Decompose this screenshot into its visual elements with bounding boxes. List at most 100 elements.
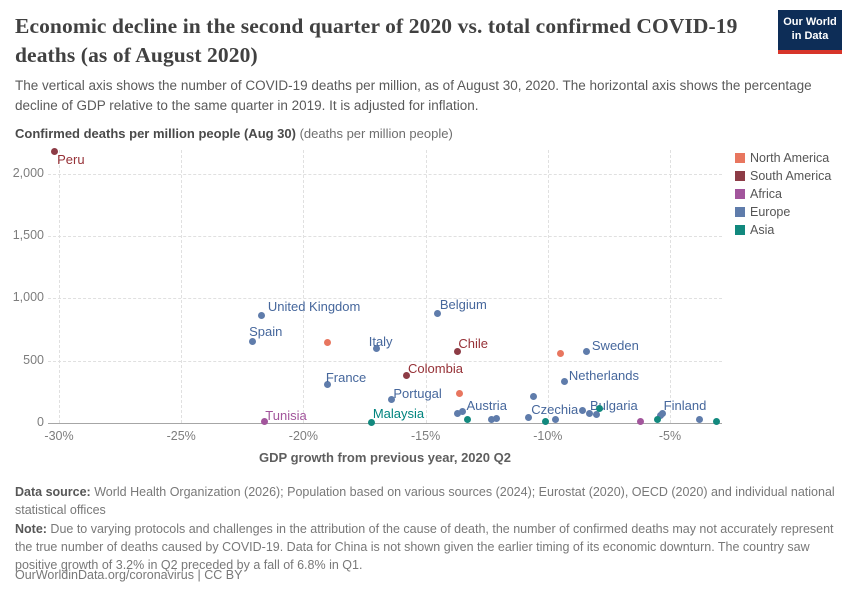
data-source-label: Data source: — [15, 485, 91, 499]
point-europe[interactable] — [656, 411, 664, 419]
point-europe[interactable] — [585, 409, 593, 417]
chart-note: Note: Due to varying protocols and chall… — [15, 520, 837, 574]
x-axis-title: GDP growth from previous year, 2020 Q2 — [259, 450, 511, 465]
owid-logo[interactable]: Our World in Data — [778, 10, 842, 54]
point-portugal[interactable] — [387, 396, 395, 404]
point-colombia[interactable] — [402, 371, 410, 379]
point-europe[interactable] — [453, 409, 461, 417]
legend: North America South America Africa Europe As… — [735, 151, 831, 237]
data-source-text: World Health Organization (2026); Popula… — [15, 485, 835, 518]
point-europe[interactable] — [551, 415, 559, 423]
point-asia[interactable] — [541, 417, 549, 425]
legend-label: Africa — [750, 187, 782, 201]
gridline-x--15 — [425, 150, 427, 423]
point-europe[interactable] — [593, 410, 601, 418]
gridline-y-500 — [48, 360, 722, 362]
y-tick-label-1500: 1,500 — [12, 228, 44, 243]
page-title: Economic decline in the second quarter o… — [15, 14, 738, 68]
legend-swatch-north-america — [735, 153, 745, 163]
x-tick-label--5: -5% — [658, 429, 682, 443]
gridline-x--20 — [303, 150, 305, 423]
point-africa[interactable] — [637, 417, 645, 425]
legend-item-asia[interactable]: Asia — [735, 223, 831, 237]
point-tunisia[interactable] — [260, 418, 268, 426]
country-label-czechia: Czechia — [531, 402, 579, 418]
point-north-america[interactable] — [556, 349, 564, 357]
point-czechia[interactable] — [524, 413, 532, 421]
gridline-y-1000 — [48, 298, 722, 300]
data-source: Data source: World Health Organization (… — [15, 483, 837, 519]
country-label-tunisia: Tunisia — [265, 407, 307, 423]
point-europe[interactable] — [695, 415, 703, 423]
logo-line-2: in Data — [791, 30, 829, 42]
legend-swatch-asia — [735, 225, 745, 235]
country-label-austria: Austria — [466, 398, 507, 414]
point-chile[interactable] — [453, 347, 461, 355]
point-bulgaria[interactable] — [578, 406, 586, 414]
gridline-x--10 — [547, 150, 549, 423]
point-italy[interactable] — [373, 344, 381, 352]
country-label-netherlands: Netherlands — [568, 367, 640, 383]
point-spain[interactable] — [248, 337, 256, 345]
x-tick-label--10: -10% — [533, 429, 563, 443]
y-tick-label-500: 500 — [23, 352, 44, 367]
gridline-x--25 — [181, 150, 183, 423]
country-label-chile: Chile — [458, 336, 488, 352]
country-label-france: France — [325, 370, 367, 385]
license-link[interactable]: OurWorldinData.org/coronavirus | CC BY — [15, 568, 243, 582]
country-label-united-kingdom: United Kingdom — [267, 299, 361, 315]
point-belgium[interactable] — [434, 310, 442, 318]
note-label: Note: — [15, 522, 47, 536]
legend-label: North America — [750, 151, 830, 165]
y-tick-label-2000: 2,000 — [12, 165, 44, 180]
point-north-america[interactable] — [324, 338, 332, 346]
point-sweden[interactable] — [583, 348, 591, 356]
country-label-spain: Spain — [249, 324, 283, 340]
country-label-belgium: Belgium — [439, 296, 487, 312]
legend-item-north-america[interactable]: North America — [735, 151, 831, 165]
legend-label: South America — [750, 169, 832, 183]
country-label-sweden: Sweden — [591, 337, 639, 353]
x-tick-label--20: -20% — [288, 429, 318, 443]
gridline-x--5 — [670, 150, 671, 423]
x-tick-label--30: -30% — [44, 429, 74, 443]
point-asia[interactable] — [654, 415, 662, 423]
logo-line-1: Our World — [783, 16, 837, 29]
point-netherlands[interactable] — [561, 378, 569, 386]
point-asia[interactable] — [463, 416, 471, 424]
point-france[interactable] — [324, 380, 332, 388]
point-europe[interactable] — [488, 416, 496, 424]
point-asia[interactable] — [712, 417, 720, 425]
chart-subtitle: The vertical axis shows the number of CO… — [15, 78, 812, 114]
y-tick-label-1000: 1,000 — [12, 290, 44, 305]
point-north-america[interactable] — [456, 389, 464, 397]
y-axis-title-unit: (deaths per million people) — [295, 126, 453, 141]
y-tick-label-0: 0 — [37, 415, 44, 429]
legend-swatch-africa — [735, 189, 745, 199]
x-tick-label--15: -15% — [411, 429, 441, 443]
legend-item-europe[interactable]: Europe — [735, 205, 831, 219]
country-label-portugal: Portugal — [393, 385, 442, 401]
x-axis-line — [48, 423, 722, 424]
legend-item-africa[interactable]: Africa — [735, 187, 831, 201]
point-europe[interactable] — [458, 407, 466, 415]
y-axis-title-main: Confirmed deaths per million people (Aug… — [15, 126, 296, 141]
point-europe[interactable] — [529, 393, 537, 401]
gridline-x--30 — [59, 150, 60, 423]
legend-item-south-america[interactable]: South America — [735, 169, 831, 183]
gridline-y-1500 — [48, 236, 722, 238]
legend-label: Europe — [750, 205, 791, 219]
y-axis-title: Confirmed deaths per million people (Aug… — [15, 126, 453, 141]
note-text: Due to varying protocols and challenges … — [15, 522, 834, 573]
point-austria[interactable] — [492, 414, 500, 422]
country-label-finland: Finland — [663, 398, 707, 414]
point-malaysia[interactable] — [368, 418, 376, 426]
legend-swatch-europe — [735, 207, 745, 217]
point-united-kingdom[interactable] — [258, 311, 266, 319]
point-asia[interactable] — [595, 404, 603, 412]
gridline-y-2000 — [48, 173, 722, 175]
country-label-malaysia: Malaysia — [372, 406, 425, 421]
point-peru[interactable] — [50, 147, 58, 155]
legend-label: Asia — [750, 223, 775, 237]
